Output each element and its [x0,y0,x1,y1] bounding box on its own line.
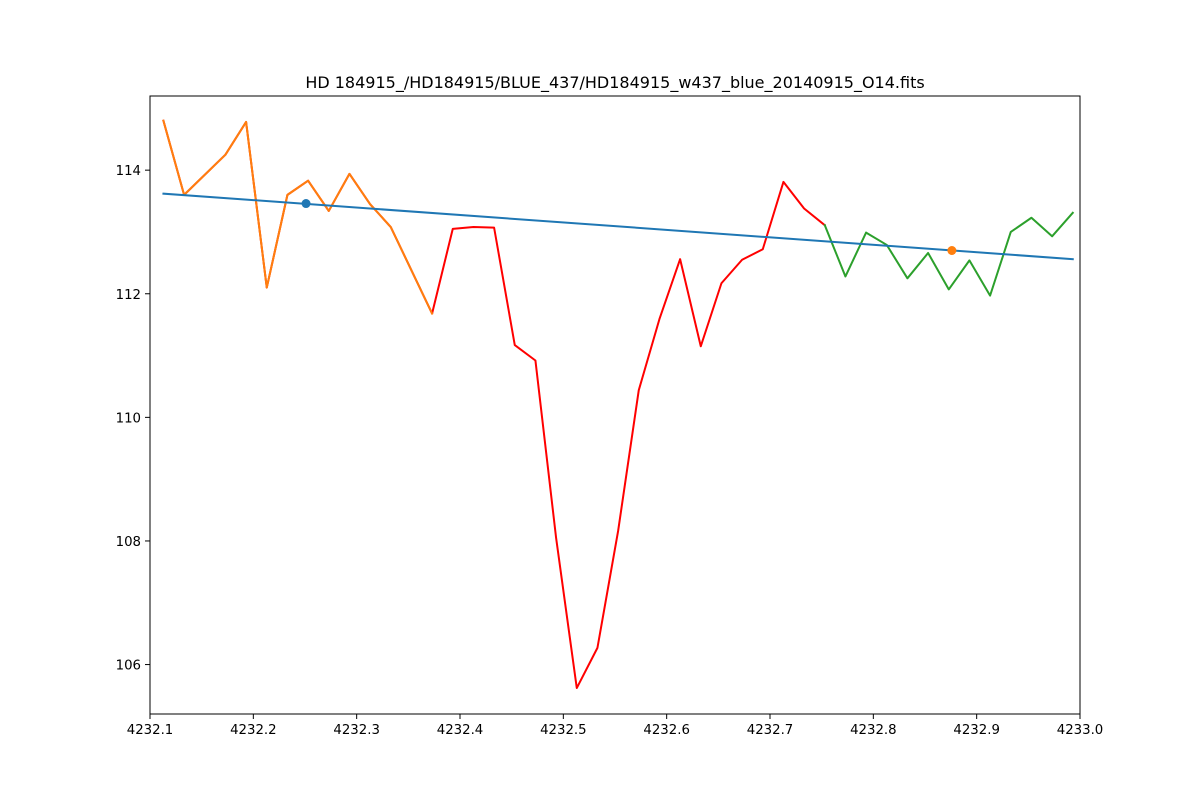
x-tick-label-6: 4232.7 [747,723,794,738]
scatter-point-5-0 [947,246,957,255]
y-tick-label-3: 112 [116,288,141,303]
x-tick-label-8: 4232.9 [953,723,1000,738]
y-tick-label-4: 114 [116,164,141,179]
x-axis: 4232.1 4232.2 4232.3 4232.4 4232.5 4232.6 4232… [127,714,1104,738]
y-axis: 106 108 110 112 114 [116,164,150,674]
series-line-3 [162,192,1074,261]
x-tick-label-9: 4233.0 [1057,723,1104,738]
y-tick-label-1: 108 [116,535,141,550]
x-tick-label-0: 4232.1 [127,723,174,738]
x-tick-label-4: 4232.5 [540,723,587,738]
plot-frame [149,95,1081,715]
series-line-1 [823,211,1075,297]
y-tick-label-2: 110 [116,411,141,426]
x-tick-label-1: 4232.2 [230,723,277,738]
chart-title: HD 184915_/HD184915/BLUE_437/HD184915_w4… [305,73,924,93]
series-line-2 [162,119,434,315]
x-tick-label-3: 4232.4 [437,723,484,738]
x-tick-label-2: 4232.3 [333,723,380,738]
series-layer [162,119,1075,690]
x-tick-label-5: 4232.6 [643,723,690,738]
y-tick-label-0: 106 [116,659,141,674]
scatter-point-4-0 [301,199,311,209]
x-tick-label-7: 4232.8 [850,723,897,738]
